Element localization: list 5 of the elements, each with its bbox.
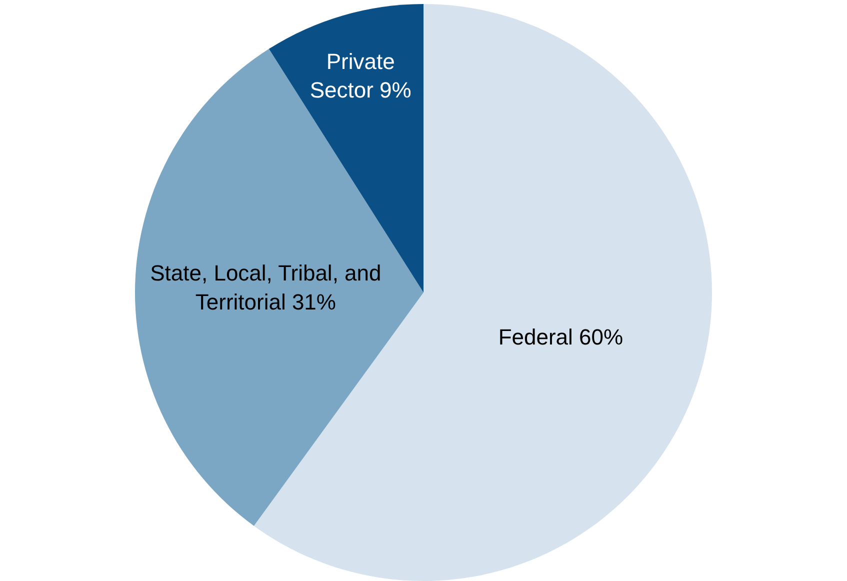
slice-label: Federal 60% bbox=[498, 324, 624, 350]
slice-label: Private Sector 9% bbox=[310, 49, 412, 103]
pie-slice bbox=[268, 4, 424, 292]
slice-label: State, Local, Tribal, and Territorial 31% bbox=[150, 260, 382, 314]
pie-slice bbox=[135, 48, 424, 526]
